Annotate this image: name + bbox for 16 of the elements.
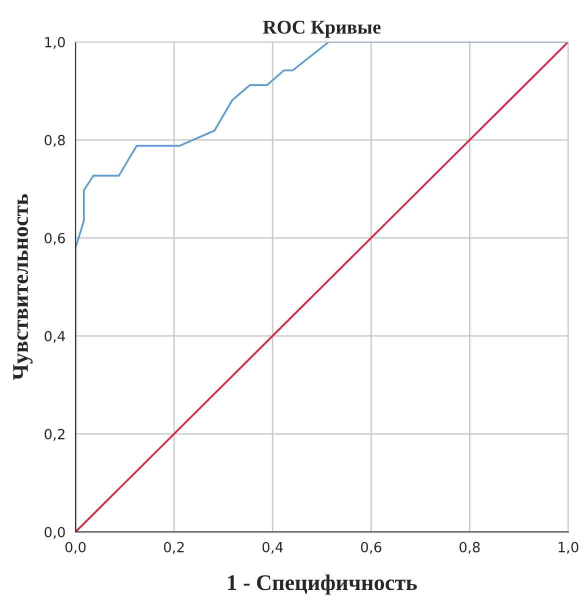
x-tick-label: 0,0	[65, 542, 86, 554]
x-tick-label: 1,0	[558, 542, 578, 554]
y-tick-label: 0,4	[44, 330, 66, 343]
x-tick-label: 0,2	[164, 542, 184, 554]
y-tick-label: 0,2	[44, 428, 64, 441]
line-series	[76, 42, 568, 532]
x-tick-label: 0,6	[361, 542, 382, 554]
y-tick-label: 0,6	[44, 232, 65, 245]
x-tick-label: 0,8	[460, 542, 480, 554]
x-tick-label: 0,4	[262, 542, 283, 554]
x-axis-title: 1 - Специфичность	[228, 574, 417, 595]
y-axis-title: Чувствительность	[13, 194, 33, 380]
chart-title: ROC Кривые	[262, 20, 381, 38]
y-tick-label: 1,0	[45, 36, 65, 49]
y-tick-label: 0,0	[44, 526, 65, 539]
y-tick-label: 0,8	[44, 134, 65, 147]
